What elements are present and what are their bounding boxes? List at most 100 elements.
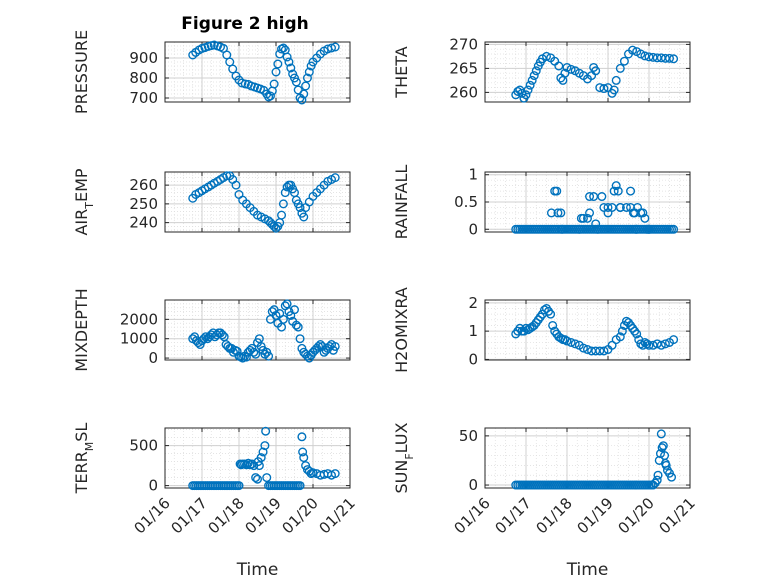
data-point bbox=[585, 192, 595, 202]
y-axis-label: THETA bbox=[392, 46, 411, 98]
data-point bbox=[644, 52, 654, 62]
data-point bbox=[669, 335, 679, 345]
y-axis-label-subscript: T bbox=[83, 202, 96, 210]
data-point bbox=[615, 63, 625, 73]
data-point bbox=[644, 340, 654, 350]
y-axis-label-rest: LUX bbox=[392, 422, 411, 453]
x-tick-label: 01/20 bbox=[279, 494, 322, 537]
data-point bbox=[652, 475, 662, 485]
data-point bbox=[241, 352, 251, 362]
data-point bbox=[330, 42, 340, 52]
y-axis-label: AIRTEMP bbox=[72, 168, 96, 235]
data-point bbox=[314, 341, 324, 351]
data-point bbox=[286, 63, 296, 73]
data-point bbox=[295, 481, 305, 491]
data-point bbox=[609, 186, 619, 196]
data-point bbox=[513, 86, 523, 96]
data-point bbox=[261, 426, 271, 436]
y-axis-label-main: TERR bbox=[72, 451, 91, 494]
data-point bbox=[546, 309, 556, 319]
data-point bbox=[615, 202, 625, 212]
y-axis-label-subscript: F bbox=[403, 453, 416, 459]
data-point bbox=[315, 340, 325, 350]
data-point bbox=[607, 340, 617, 350]
y-tick-label: 0 bbox=[148, 349, 158, 367]
y-axis-label: MIXDEPTH bbox=[72, 288, 91, 371]
y-tick-label: 0 bbox=[148, 477, 158, 495]
data-point bbox=[521, 90, 531, 100]
data-point bbox=[301, 81, 311, 91]
data-point bbox=[665, 53, 675, 63]
y-tick-label: 250 bbox=[129, 195, 158, 213]
data-point bbox=[531, 66, 541, 76]
data-point bbox=[299, 89, 309, 99]
data-point bbox=[640, 213, 650, 223]
y-axis-label: RAINFALL bbox=[392, 165, 411, 240]
data-point bbox=[297, 95, 307, 105]
data-point bbox=[562, 62, 572, 72]
data-point bbox=[583, 345, 593, 355]
x-tick-label: 01/19 bbox=[242, 494, 285, 537]
x-tick-label: 01/21 bbox=[656, 494, 699, 537]
data-point bbox=[238, 353, 248, 363]
data-point bbox=[525, 80, 535, 90]
y-tick-label: 700 bbox=[129, 89, 158, 107]
y-tick-label: 0.5 bbox=[454, 193, 478, 211]
y-tick-label: 0 bbox=[468, 476, 478, 494]
data-point bbox=[599, 84, 609, 94]
x-tick-label: 01/17 bbox=[168, 494, 211, 537]
data-point bbox=[640, 51, 650, 61]
data-point bbox=[632, 224, 642, 234]
data-point bbox=[574, 224, 584, 234]
y-axis-label-rest: EMP bbox=[72, 168, 91, 202]
y-axis-label: PRESSURE bbox=[72, 30, 91, 114]
data-point bbox=[658, 441, 668, 451]
data-point bbox=[611, 181, 621, 191]
x-tick-label: 01/18 bbox=[205, 494, 248, 537]
data-point bbox=[240, 79, 250, 89]
data-point bbox=[299, 453, 309, 463]
data-point bbox=[603, 202, 613, 212]
y-tick-label: 1000 bbox=[120, 330, 158, 348]
data-point bbox=[578, 343, 588, 353]
x-axis-label: Time bbox=[236, 560, 279, 580]
y-tick-label: 2 bbox=[468, 294, 478, 312]
data-point bbox=[297, 432, 307, 442]
x-tick-label: 01/18 bbox=[533, 494, 576, 537]
data-point bbox=[256, 453, 266, 463]
data-point bbox=[615, 332, 625, 342]
y-tick-label: 240 bbox=[129, 214, 158, 232]
data-point bbox=[280, 188, 290, 198]
data-point bbox=[636, 339, 646, 349]
data-point bbox=[521, 323, 531, 333]
data-point bbox=[330, 173, 340, 183]
data-point bbox=[669, 54, 679, 64]
data-point bbox=[656, 429, 666, 439]
data-point bbox=[234, 75, 244, 85]
y-axis-label-main: SUN bbox=[392, 460, 411, 494]
data-point bbox=[644, 224, 654, 234]
data-point bbox=[299, 212, 309, 222]
y-tick-label: 0 bbox=[468, 350, 478, 368]
data-point bbox=[228, 64, 238, 74]
data-point bbox=[330, 469, 340, 479]
y-tick-label: 800 bbox=[129, 69, 158, 87]
data-point bbox=[562, 336, 572, 346]
y-axis-label: TERRMSL bbox=[72, 423, 96, 495]
axes-pressure: 700 800 900 PRESSURE bbox=[72, 30, 351, 114]
data-point bbox=[609, 85, 619, 95]
y-tick-label: 265 bbox=[449, 59, 478, 77]
y-tick-label: 50 bbox=[459, 427, 478, 445]
data-point bbox=[330, 341, 340, 351]
data-point bbox=[271, 67, 281, 77]
data-point bbox=[278, 199, 288, 209]
y-axis-label-main: MIXDEPTH bbox=[72, 288, 91, 371]
y-axis-label-rest: SL bbox=[72, 423, 91, 442]
y-tick-label: 2000 bbox=[120, 310, 158, 328]
y-axis-label-main: AIR bbox=[72, 209, 91, 236]
axes-theta: 260 265 270 THETA bbox=[392, 35, 691, 103]
